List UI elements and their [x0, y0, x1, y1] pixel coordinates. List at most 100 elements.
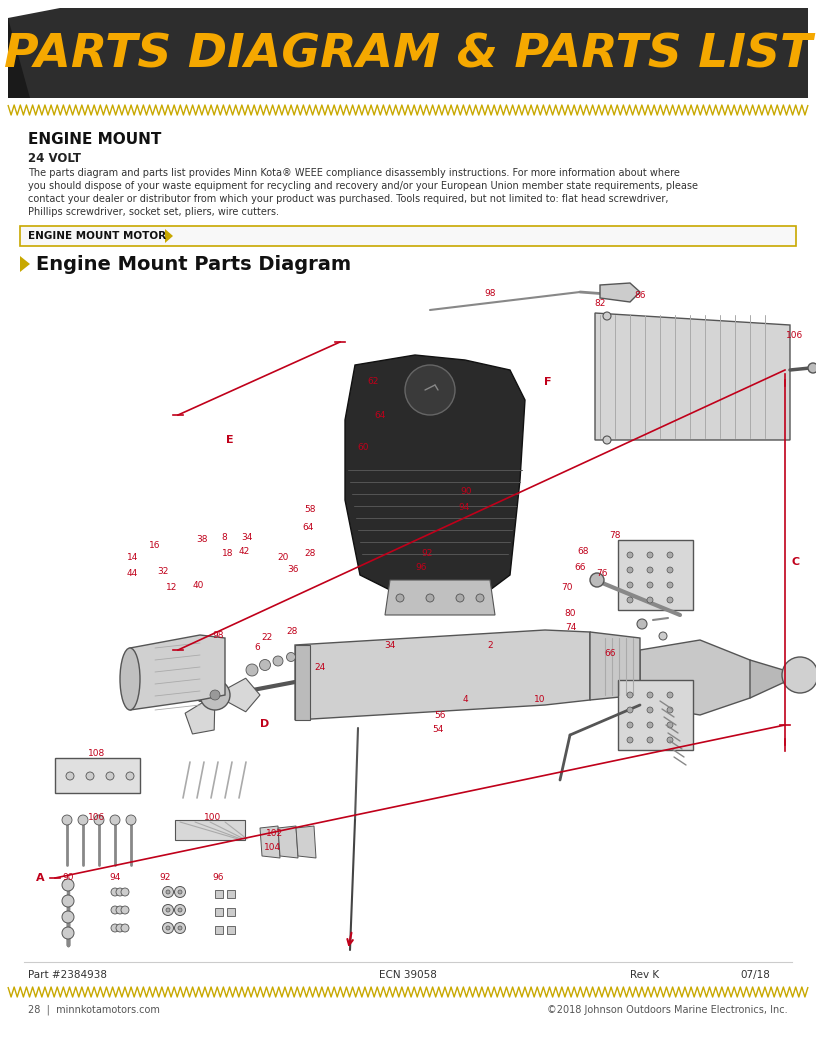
Text: ©2018 Johnson Outdoors Marine Electronics, Inc.: ©2018 Johnson Outdoors Marine Electronic…: [548, 1005, 788, 1015]
Circle shape: [106, 772, 114, 780]
Circle shape: [590, 573, 604, 587]
Circle shape: [166, 890, 170, 894]
Text: contact your dealer or distributor from which your product was purchased. Tools : contact your dealer or distributor from …: [28, 194, 668, 204]
Circle shape: [175, 905, 185, 916]
Text: 28: 28: [286, 627, 298, 637]
Text: ECN 39058: ECN 39058: [379, 970, 437, 980]
Bar: [215, 890, 223, 898]
Text: 24 VOLT: 24 VOLT: [28, 152, 81, 165]
Text: 94: 94: [459, 504, 470, 512]
Circle shape: [667, 552, 673, 558]
Bar: [215, 908, 223, 916]
Text: Part #2384938: Part #2384938: [28, 970, 107, 980]
Circle shape: [116, 924, 124, 932]
Text: A: A: [36, 873, 44, 883]
Text: 74: 74: [565, 623, 577, 633]
Text: 78: 78: [610, 531, 621, 541]
Text: 4: 4: [462, 696, 468, 704]
Circle shape: [62, 927, 74, 939]
Circle shape: [111, 924, 119, 932]
Text: F: F: [544, 377, 552, 386]
Circle shape: [286, 653, 295, 661]
Text: 60: 60: [357, 444, 369, 453]
Text: 42: 42: [238, 547, 250, 557]
Text: 96: 96: [212, 872, 224, 882]
Text: 16: 16: [149, 541, 161, 549]
Circle shape: [121, 888, 129, 895]
Text: 80: 80: [564, 609, 576, 619]
Text: C: C: [792, 557, 800, 567]
Bar: [175, 821, 245, 840]
Text: you should dispose of your waste equipment for recycling and recovery and/or you: you should dispose of your waste equipme…: [28, 181, 698, 191]
Text: D: D: [260, 719, 269, 729]
Polygon shape: [640, 640, 760, 715]
Circle shape: [637, 619, 647, 629]
Circle shape: [647, 567, 653, 573]
Polygon shape: [600, 283, 640, 302]
Circle shape: [647, 552, 653, 558]
Circle shape: [86, 772, 94, 780]
Text: 2: 2: [487, 641, 493, 649]
Circle shape: [647, 692, 653, 698]
Bar: [227, 890, 235, 898]
Circle shape: [667, 582, 673, 588]
Circle shape: [126, 815, 136, 825]
Circle shape: [162, 923, 174, 934]
Text: 90: 90: [62, 872, 73, 882]
Bar: [227, 926, 235, 934]
Text: 102: 102: [267, 829, 284, 837]
Circle shape: [667, 567, 673, 573]
Text: Engine Mount Parts Diagram: Engine Mount Parts Diagram: [36, 254, 351, 274]
Circle shape: [175, 886, 185, 898]
Polygon shape: [8, 8, 808, 98]
Circle shape: [627, 597, 633, 603]
Circle shape: [111, 888, 119, 895]
Circle shape: [210, 690, 220, 700]
Text: 6: 6: [254, 642, 259, 652]
Text: 34: 34: [242, 532, 253, 542]
Text: 86: 86: [634, 290, 645, 300]
Circle shape: [110, 815, 120, 825]
Text: 14: 14: [127, 553, 139, 563]
Text: 32: 32: [157, 567, 169, 577]
Bar: [55, 758, 140, 793]
Text: 68: 68: [577, 547, 589, 555]
Text: 28  |  minnkotamotors.com: 28 | minnkotamotors.com: [28, 1004, 160, 1015]
Circle shape: [667, 722, 673, 728]
Circle shape: [178, 926, 182, 930]
Polygon shape: [260, 826, 280, 857]
Circle shape: [111, 906, 119, 914]
Text: 18: 18: [222, 548, 233, 558]
Circle shape: [62, 895, 74, 907]
Text: 76: 76: [596, 569, 608, 579]
Text: 62: 62: [367, 377, 379, 386]
Circle shape: [178, 908, 182, 912]
Text: Rev K: Rev K: [630, 970, 659, 980]
Circle shape: [62, 911, 74, 923]
Circle shape: [116, 906, 124, 914]
Text: 106: 106: [787, 332, 804, 340]
Text: 12: 12: [166, 584, 178, 592]
Circle shape: [627, 737, 633, 743]
Text: 8: 8: [221, 533, 227, 543]
Text: 100: 100: [204, 813, 222, 823]
Polygon shape: [295, 630, 590, 720]
Text: 64: 64: [302, 524, 313, 532]
Text: 108: 108: [88, 749, 105, 757]
Polygon shape: [590, 631, 640, 700]
Text: 56: 56: [434, 712, 446, 720]
Circle shape: [627, 708, 633, 713]
Circle shape: [78, 815, 88, 825]
Circle shape: [627, 567, 633, 573]
Circle shape: [659, 631, 667, 640]
Text: E: E: [226, 435, 234, 445]
Circle shape: [603, 312, 611, 320]
Circle shape: [396, 593, 404, 602]
Text: 94: 94: [109, 872, 121, 882]
Text: 92: 92: [159, 872, 171, 882]
Bar: [618, 680, 693, 750]
Text: 104: 104: [264, 844, 282, 852]
Circle shape: [667, 597, 673, 603]
Text: 36: 36: [287, 566, 299, 574]
Polygon shape: [296, 826, 316, 857]
